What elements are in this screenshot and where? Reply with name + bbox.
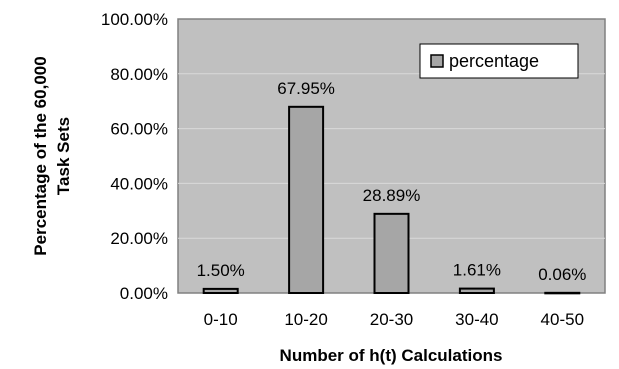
y-tick-label: 20.00% (110, 229, 168, 248)
data-label: 28.89% (363, 186, 421, 205)
x-axis-ticks: 0-10 10-20 20-30 30-40 40-50 (204, 310, 584, 329)
legend-label: percentage (449, 51, 539, 71)
y-tick-label: 80.00% (110, 65, 168, 84)
bar (288, 105, 325, 294)
bar (202, 287, 239, 295)
legend: percentage (419, 43, 579, 79)
bar (373, 212, 410, 294)
y-tick-label: 60.00% (110, 120, 168, 139)
legend-box (419, 43, 579, 79)
bar (458, 287, 495, 294)
y-axis-title-line-2: Task Sets (54, 117, 73, 195)
data-label: 1.50% (197, 261, 245, 280)
x-tick-label: 40-50 (541, 310, 584, 329)
data-label: 67.95% (277, 79, 335, 98)
x-axis-title: Number of h(t) Calculations (280, 346, 503, 365)
data-label: 0.06% (538, 265, 586, 284)
bars (202, 105, 581, 295)
legend-swatch (430, 54, 444, 68)
data-labels: 1.50% 67.95% 28.89% 1.61% 0.06% (197, 79, 587, 284)
y-tick-label: 40.00% (110, 174, 168, 193)
x-tick-label: 10-20 (284, 310, 327, 329)
bar (544, 291, 581, 295)
y-tick-label: 100.00% (101, 10, 168, 29)
y-tick-label: 0.00% (120, 284, 168, 303)
y-axis-ticks: 0.00% 20.00% 40.00% 60.00% 80.00% 100.00% (101, 10, 168, 303)
x-tick-label: 30-40 (455, 310, 498, 329)
data-label: 1.61% (453, 261, 501, 280)
y-axis-title-line-1: Percentage of the 60,000 (31, 56, 50, 255)
x-tick-label: 0-10 (204, 310, 238, 329)
x-tick-label: 20-30 (370, 310, 413, 329)
